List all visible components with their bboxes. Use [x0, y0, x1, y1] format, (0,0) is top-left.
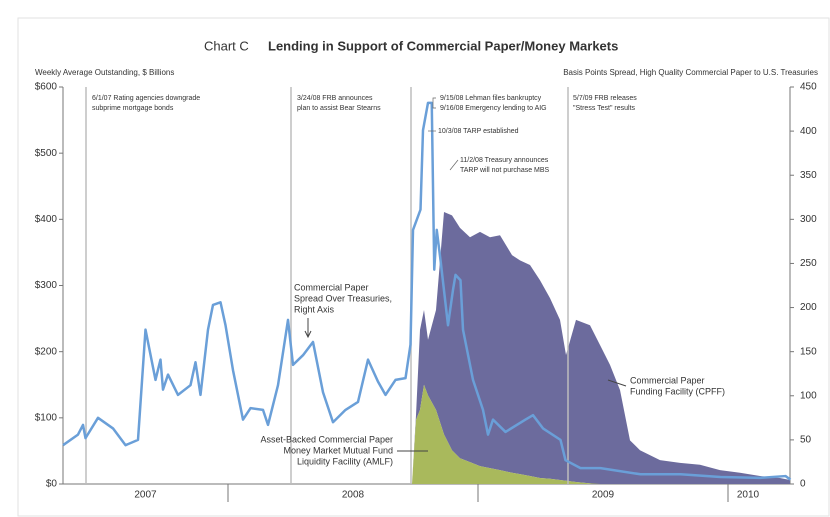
y-tick-label: $0 [46, 479, 58, 490]
y-tick-label: $300 [35, 280, 58, 291]
area-label: Liquidity Facility (AMLF) [297, 456, 393, 466]
annotation: 9/16/08 Emergency lending to AIG [440, 105, 547, 112]
x-tick-label: 2008 [342, 490, 365, 501]
area [412, 212, 790, 484]
area-label: Commercial Paper [630, 375, 705, 385]
y2-tick-label: 250 [800, 258, 817, 269]
area-label: Funding Facility (CPFF) [630, 386, 725, 396]
annotation: "Stress Test" results [573, 105, 636, 112]
annotation: plan to assist Bear Stearns [297, 105, 381, 112]
annotation: 5/7/09 FRB releases [573, 95, 637, 102]
y2-tick-label: 0 [800, 479, 806, 490]
annotation: 9/15/08 Lehman files bankruptcy [440, 95, 542, 102]
chart-label: Chart C [204, 38, 249, 53]
y-tick-label: $400 [35, 214, 58, 225]
frame [17, 17, 830, 517]
area-label: Asset-Backed Commercial Paper [260, 434, 393, 444]
annotation: 11/2/08 Treasury announces [460, 157, 549, 164]
y2-axis-label: Basis Points Spread, High Quality Commer… [563, 68, 818, 77]
annotation: 3/24/08 FRB announces [297, 95, 373, 102]
series-label: Commercial Paper [294, 282, 369, 292]
arrowhead [304, 330, 312, 339]
y2-tick-label: 50 [800, 435, 812, 446]
y2-tick-label: 200 [800, 302, 817, 313]
y2-tick-label: 100 [800, 390, 817, 401]
series-line [62, 101, 792, 481]
annotation: 6/1/07 Rating agencies downgrade [92, 95, 200, 102]
y2-tick-label: 300 [800, 214, 817, 225]
annotation: 10/3/08 TARP established [438, 128, 519, 135]
y-tick-label: $100 [35, 412, 58, 423]
area-label: Money Market Mutual Fund [283, 445, 393, 455]
area [412, 384, 790, 484]
x-tick-label: 2007 [134, 490, 157, 501]
leader [449, 159, 459, 171]
y-tick-label: $200 [35, 346, 58, 357]
y2-tick-label: 150 [800, 346, 817, 357]
y2-tick-label: 350 [800, 170, 817, 181]
leader [607, 379, 627, 387]
y2-tick-label: 450 [800, 82, 817, 93]
annotation: subprime mortgage bonds [92, 105, 174, 112]
annotation-bracket [432, 97, 436, 109]
x-tick-label: 2009 [592, 490, 615, 501]
chart-title: Lending in Support of Commercial Paper/M… [268, 38, 618, 53]
x-tick-label: 2010 [737, 490, 760, 501]
annotation: TARP will not purchase MBS [460, 167, 550, 174]
series-label: Spread Over Treasuries, [294, 293, 392, 303]
series-label: Right Axis [294, 304, 335, 314]
y-tick-label: $500 [35, 148, 58, 159]
y-tick-label: $600 [35, 82, 58, 93]
y2-tick-label: 400 [800, 126, 817, 137]
y-axis-label: Weekly Average Outstanding, $ Billions [35, 68, 174, 77]
